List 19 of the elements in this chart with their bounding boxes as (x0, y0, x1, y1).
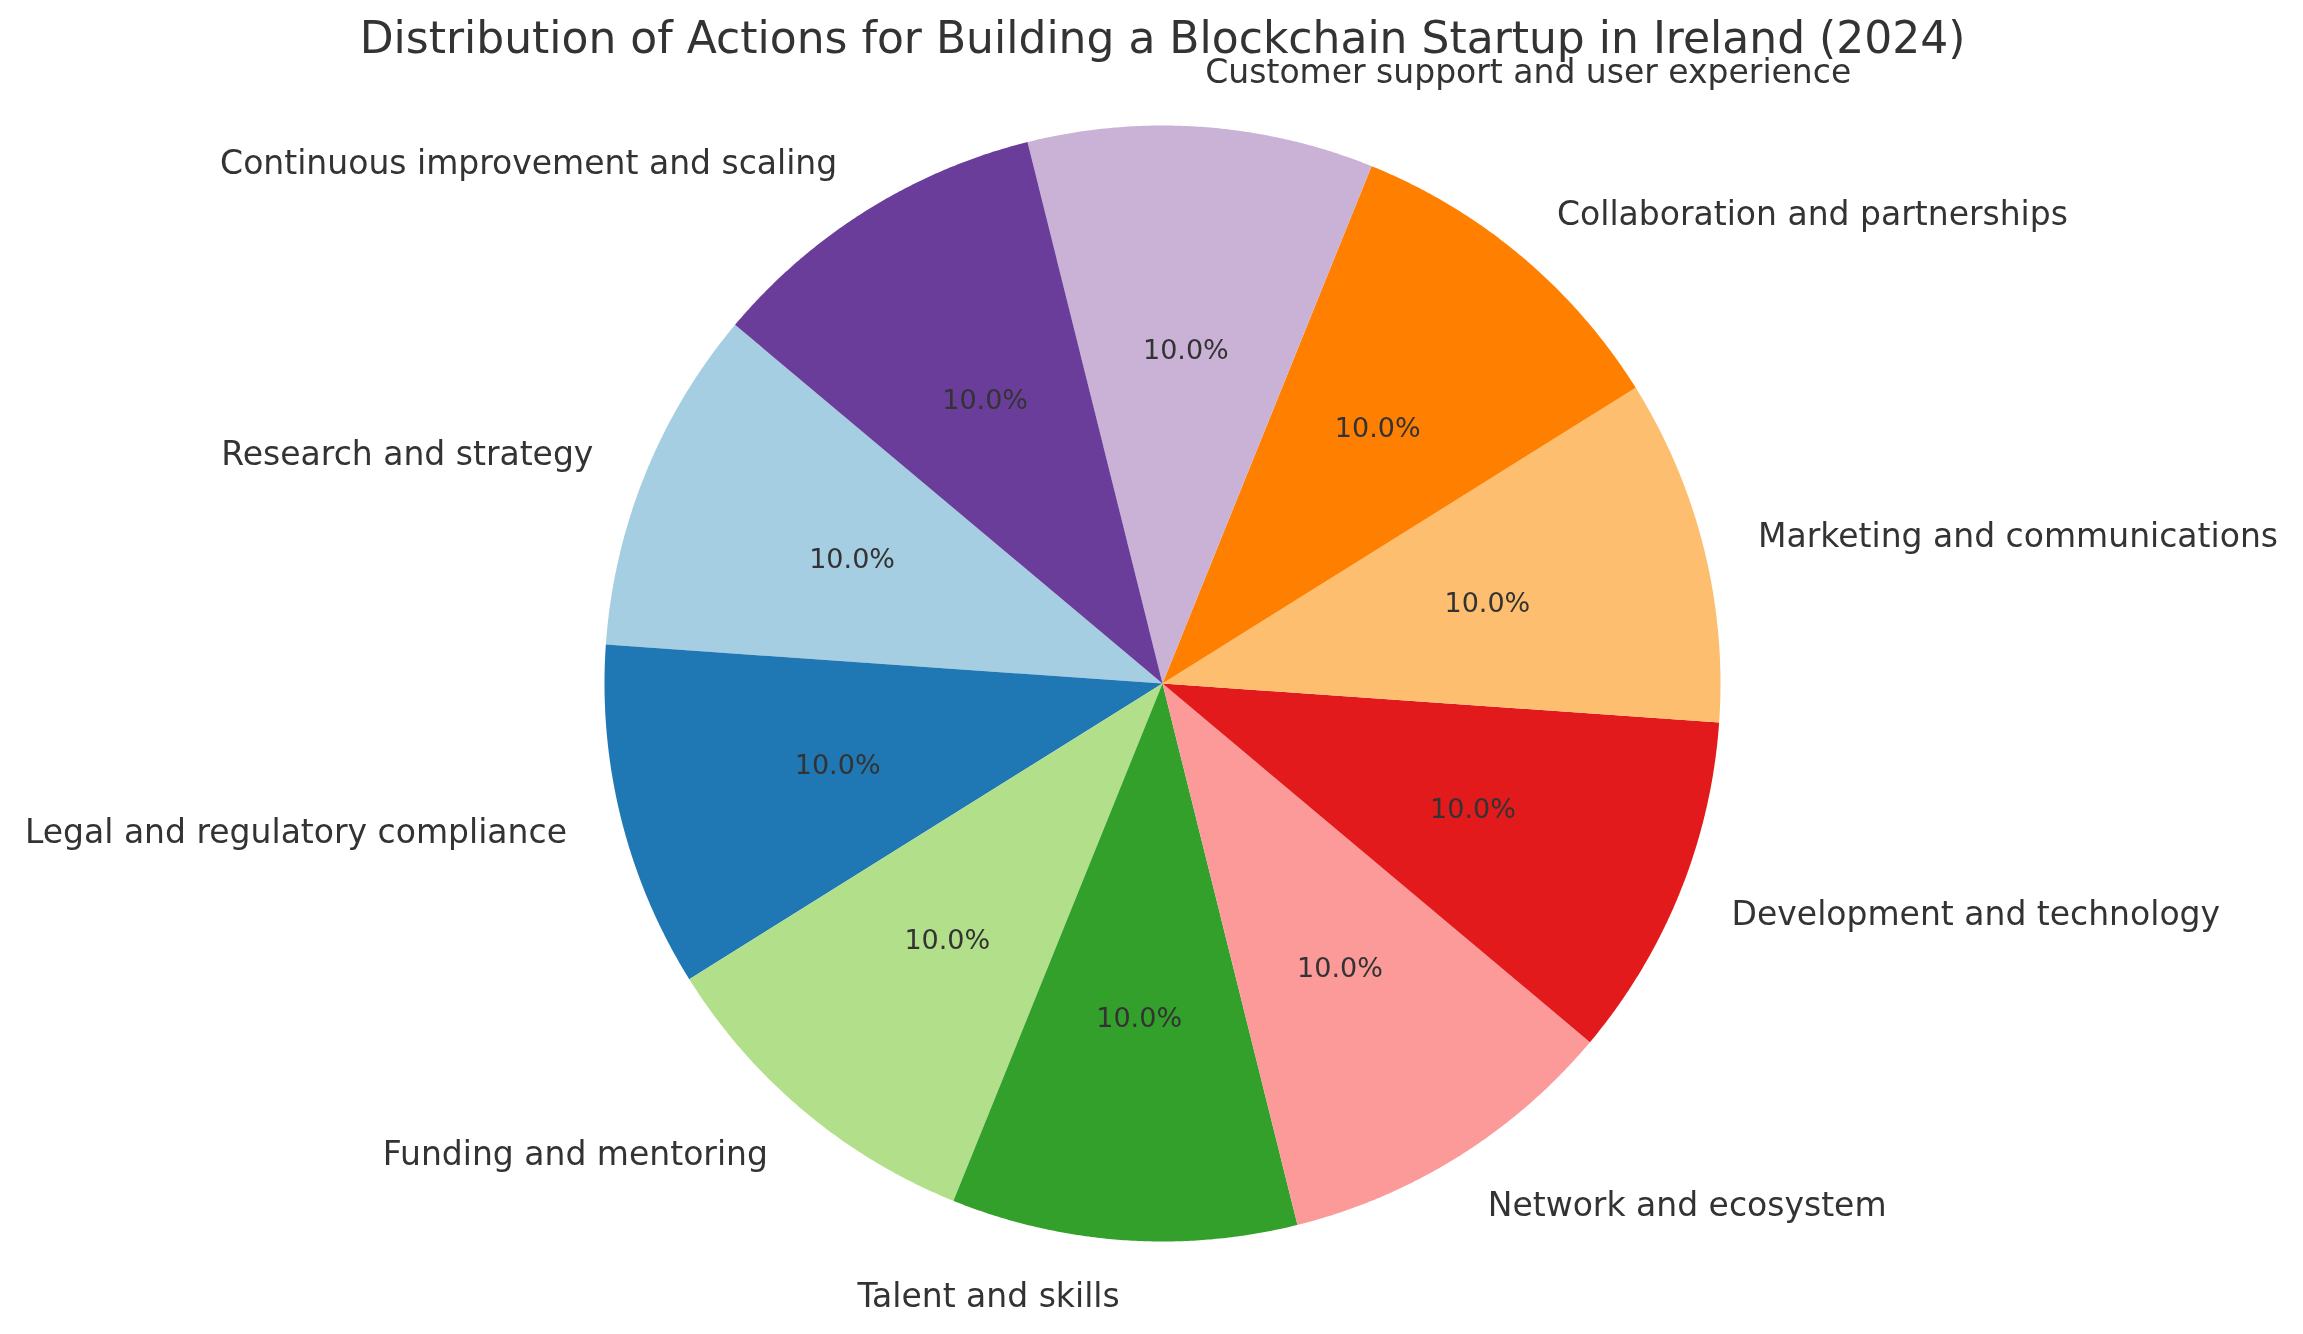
data-label: 10.0% (1334, 411, 1421, 443)
data-label: 10.0% (809, 542, 895, 574)
data-label: 10.0% (794, 749, 881, 780)
slice-label: Marketing and communications (1758, 515, 2278, 555)
data-label: 10.0% (1142, 334, 1229, 366)
slice-label: Talent and skills (856, 1276, 1120, 1316)
data-label: 10.0% (1096, 1001, 1183, 1033)
slice-label: Network and ecosystem (1487, 1184, 1887, 1224)
slice-label: Development and technology (1731, 893, 2221, 933)
slice-label: Collaboration and partnerships (1557, 193, 2068, 233)
slice-label: Research and strategy (221, 434, 594, 474)
slice-label: Funding and mentoring (382, 1134, 768, 1174)
slice-label: Continuous improvement and scaling (220, 143, 838, 183)
data-label: 10.0% (942, 384, 1028, 416)
data-label: 10.0% (904, 924, 991, 956)
data-label: 10.0% (1444, 587, 1531, 618)
slice-label: Legal and regulatory compliance (24, 812, 567, 852)
data-label: 10.0% (1297, 951, 1383, 983)
data-label: 10.0% (1430, 793, 1516, 825)
